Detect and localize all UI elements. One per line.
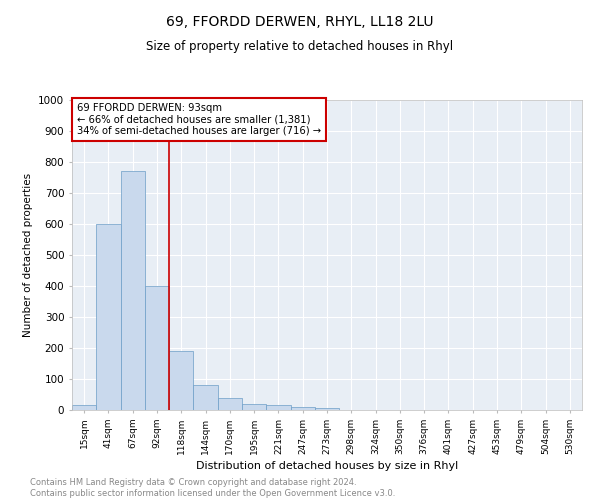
Bar [242, 404, 266, 410]
Bar [266, 406, 290, 410]
Bar [218, 398, 242, 410]
Bar [96, 224, 121, 410]
Bar [145, 286, 169, 410]
Text: 69, FFORDD DERWEN, RHYL, LL18 2LU: 69, FFORDD DERWEN, RHYL, LL18 2LU [166, 15, 434, 29]
Bar [193, 385, 218, 410]
Bar [72, 406, 96, 410]
Text: 69 FFORDD DERWEN: 93sqm
← 66% of detached houses are smaller (1,381)
34% of semi: 69 FFORDD DERWEN: 93sqm ← 66% of detache… [77, 103, 321, 136]
X-axis label: Distribution of detached houses by size in Rhyl: Distribution of detached houses by size … [196, 461, 458, 471]
Bar [121, 172, 145, 410]
Bar [169, 351, 193, 410]
Y-axis label: Number of detached properties: Number of detached properties [23, 173, 32, 337]
Text: Contains HM Land Registry data © Crown copyright and database right 2024.
Contai: Contains HM Land Registry data © Crown c… [30, 478, 395, 498]
Text: Size of property relative to detached houses in Rhyl: Size of property relative to detached ho… [146, 40, 454, 53]
Bar [290, 407, 315, 410]
Bar [315, 408, 339, 410]
